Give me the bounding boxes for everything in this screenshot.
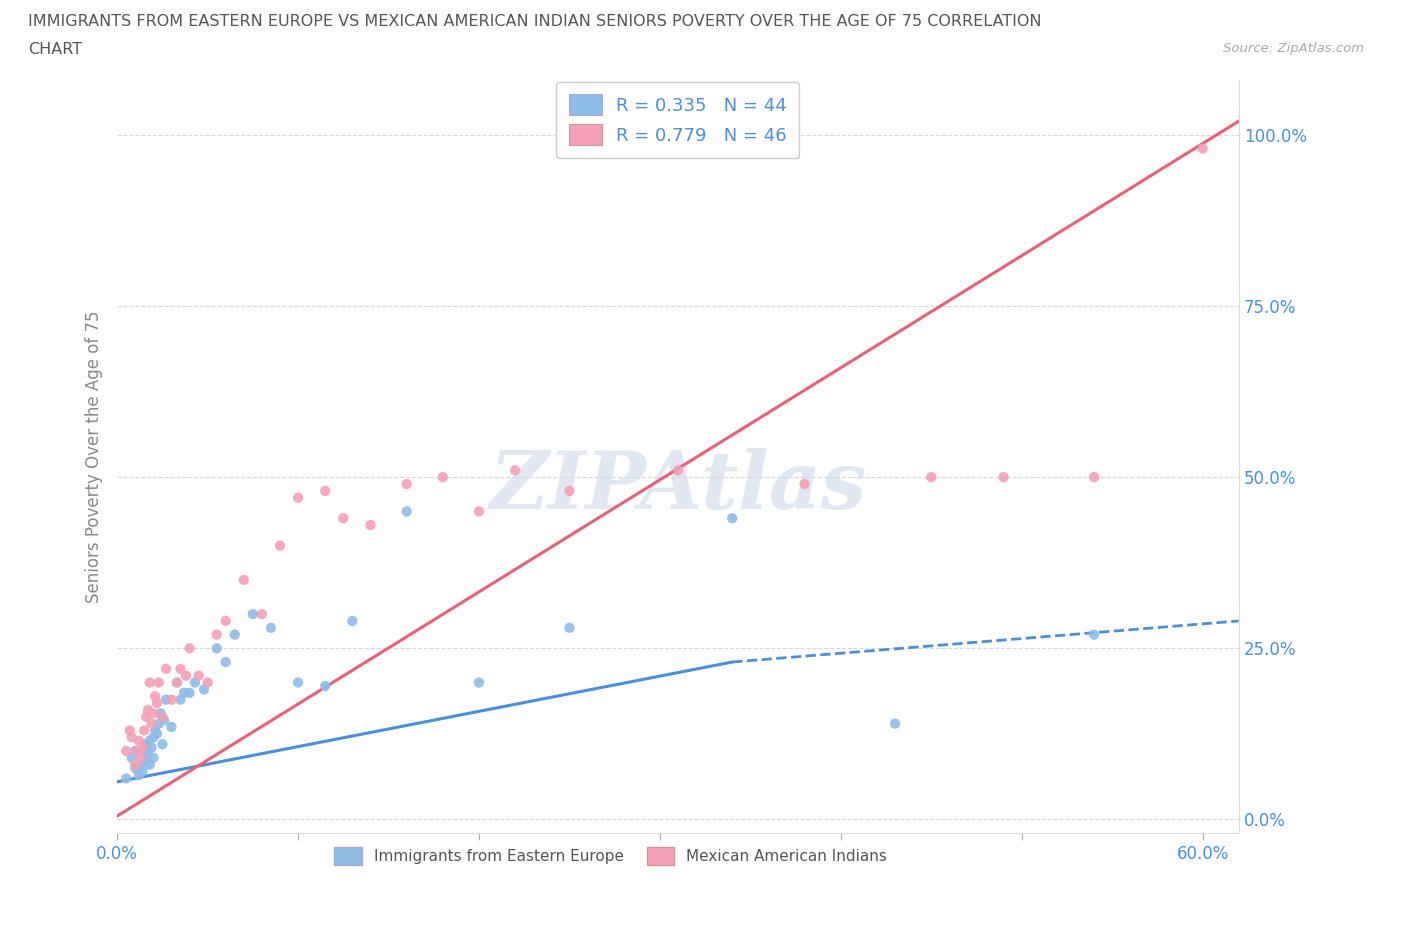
Point	[215, 614, 238, 629]
Point	[153, 712, 176, 727]
Point	[129, 757, 152, 772]
Text: ZIPAtlas: ZIPAtlas	[489, 448, 866, 525]
Point	[152, 710, 174, 724]
Point	[884, 716, 907, 731]
Point	[148, 675, 170, 690]
Point	[131, 740, 153, 755]
Point	[666, 463, 689, 478]
Point	[134, 723, 156, 737]
Point	[128, 734, 150, 749]
Point	[215, 655, 238, 670]
Point	[142, 751, 165, 765]
Point	[118, 723, 141, 737]
Point	[121, 730, 143, 745]
Point	[1191, 141, 1213, 156]
Point	[139, 757, 162, 772]
Point	[314, 679, 336, 694]
Point	[139, 675, 162, 690]
Y-axis label: Seniors Poverty Over the Age of 75: Seniors Poverty Over the Age of 75	[86, 311, 103, 603]
Point	[395, 504, 418, 519]
Point	[287, 675, 309, 690]
Point	[173, 685, 195, 700]
Point	[205, 641, 228, 656]
Point	[141, 716, 163, 731]
Text: Source: ZipAtlas.com: Source: ZipAtlas.com	[1223, 42, 1364, 55]
Point	[503, 463, 526, 478]
Point	[332, 511, 354, 525]
Point	[139, 734, 162, 749]
Point	[359, 518, 381, 533]
Point	[179, 641, 201, 656]
Point	[146, 726, 169, 741]
Point	[169, 661, 191, 676]
Text: CHART: CHART	[28, 42, 82, 57]
Point	[269, 538, 291, 553]
Point	[468, 675, 491, 690]
Point	[205, 627, 228, 642]
Point	[129, 751, 152, 765]
Point	[993, 470, 1015, 485]
Point	[184, 675, 207, 690]
Point	[136, 702, 159, 717]
Point	[250, 606, 273, 621]
Point	[149, 706, 172, 721]
Point	[174, 669, 197, 684]
Point	[432, 470, 454, 485]
Point	[143, 689, 166, 704]
Point	[135, 737, 157, 751]
Point	[920, 470, 942, 485]
Text: IMMIGRANTS FROM EASTERN EUROPE VS MEXICAN AMERICAN INDIAN SENIORS POVERTY OVER T: IMMIGRANTS FROM EASTERN EUROPE VS MEXICA…	[28, 14, 1042, 29]
Point	[1083, 470, 1105, 485]
Point	[160, 692, 183, 707]
Point	[134, 754, 156, 769]
Point	[141, 740, 163, 755]
Point	[136, 747, 159, 762]
Point	[135, 710, 157, 724]
Point	[468, 504, 491, 519]
Point	[124, 761, 146, 776]
Point	[166, 675, 188, 690]
Point	[160, 720, 183, 735]
Point	[197, 675, 219, 690]
Point	[134, 744, 156, 759]
Point	[224, 627, 246, 642]
Point	[166, 675, 188, 690]
Point	[142, 730, 165, 745]
Point	[169, 692, 191, 707]
Point	[342, 614, 364, 629]
Point	[124, 744, 146, 759]
Point	[314, 484, 336, 498]
Point	[242, 606, 264, 621]
Point	[193, 682, 215, 697]
Point	[131, 764, 153, 779]
Point	[121, 751, 143, 765]
Point	[793, 476, 815, 491]
Point	[260, 620, 283, 635]
Point	[142, 706, 165, 721]
Point	[558, 484, 581, 498]
Point	[155, 661, 177, 676]
Point	[155, 692, 177, 707]
Point	[1083, 627, 1105, 642]
Point	[143, 723, 166, 737]
Point	[395, 476, 418, 491]
Point	[124, 757, 146, 772]
Point	[146, 696, 169, 711]
Point	[232, 573, 254, 588]
Point	[287, 490, 309, 505]
Point	[148, 716, 170, 731]
Point	[187, 669, 209, 684]
Point	[558, 620, 581, 635]
Point	[152, 737, 174, 751]
Point	[127, 744, 149, 759]
Point	[115, 771, 138, 786]
Point	[115, 744, 138, 759]
Point	[179, 685, 201, 700]
Point	[721, 511, 744, 525]
Point	[128, 767, 150, 782]
Legend: Immigrants from Eastern Europe, Mexican American Indians: Immigrants from Eastern Europe, Mexican …	[328, 841, 893, 870]
